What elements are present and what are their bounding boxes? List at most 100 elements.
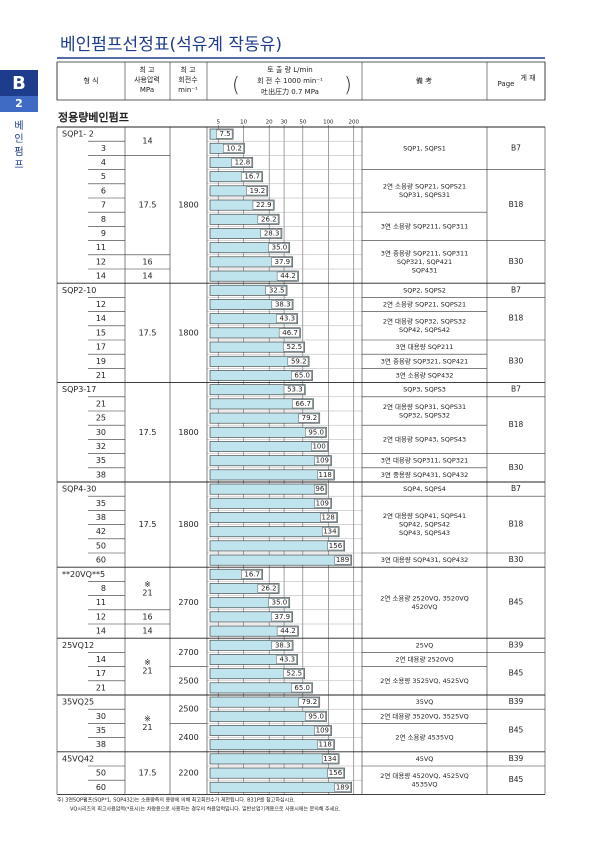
- remarks-cell: 2연 소용량 2520VQ, 3520VQ: [380, 594, 469, 602]
- tab-number: 2: [15, 97, 23, 110]
- pages-cell: B45: [509, 669, 524, 678]
- rpm-cell: 2700: [178, 648, 198, 657]
- label-bg: [278, 328, 300, 338]
- remarks-cell: SQP43, SQPS43: [399, 529, 450, 537]
- label-bg: [321, 527, 339, 536]
- pages-cell: B45: [509, 726, 524, 735]
- label-bg: [283, 385, 305, 395]
- value-label: 26.2: [261, 215, 277, 223]
- model: 3: [101, 144, 106, 153]
- x-tick-label: 20: [266, 120, 273, 126]
- tab-label: 베: [14, 120, 23, 132]
- pages-cell: B45: [509, 775, 524, 784]
- model: 15: [96, 328, 106, 337]
- model: 35: [96, 726, 106, 735]
- value-label: 12.8: [235, 159, 251, 167]
- bar: [209, 228, 283, 239]
- model: 12: [96, 612, 106, 621]
- model: 17: [96, 343, 106, 352]
- rpm-cell: 2500: [178, 676, 198, 685]
- value-label: 109: [316, 499, 329, 507]
- pages-cell: B30: [509, 257, 524, 266]
- label-bg: [276, 626, 298, 636]
- model: 17: [96, 669, 106, 678]
- pages-cell: B18: [509, 520, 524, 529]
- remarks-cell: 3연 중용량 SQP211, SQP311: [381, 249, 468, 257]
- model: SQP4-30: [62, 485, 96, 494]
- model: 35VQ25: [62, 698, 94, 707]
- tab-letter: B: [12, 73, 26, 94]
- remarks-cell: 3연 대용량 SQP311, SQP321: [381, 457, 468, 465]
- header-cell: 吐出圧力 0.7 MPa: [261, 87, 319, 96]
- value-label: 95.0: [308, 712, 324, 720]
- value-label: 38.3: [275, 641, 291, 649]
- label-bg: [260, 229, 282, 238]
- value-label: 10.2: [226, 144, 242, 152]
- remarks-cell: 2연 대용량 SQP41, SQPS41: [383, 512, 466, 520]
- bar: [209, 426, 327, 438]
- label-bg: [305, 712, 326, 721]
- label-bg: [271, 300, 293, 309]
- value-label: 134: [323, 755, 337, 763]
- value-label: 79.2: [302, 414, 318, 422]
- label-bg: [265, 286, 287, 295]
- value-label: 28.3: [264, 230, 280, 238]
- bar: [209, 455, 332, 467]
- rpm-cell: 2700: [178, 598, 198, 607]
- value-label: 46.7: [282, 329, 298, 337]
- remarks-cell: 3연 소용량 SQP432: [396, 372, 454, 380]
- pages-cell: B30: [509, 356, 524, 365]
- remarks-cell: 45VQ: [416, 755, 434, 763]
- model: 25: [96, 414, 106, 423]
- header-cell: 회전수: [178, 75, 198, 84]
- pressure-cell: ※: [144, 580, 151, 589]
- remarks-cell: 2연 대용량 SQP31, SQPS31: [383, 403, 466, 411]
- value-label: 38.3: [275, 301, 291, 309]
- label-bg: [327, 768, 344, 778]
- value-label: 37.9: [275, 613, 291, 621]
- model: 7: [101, 201, 106, 210]
- label-bg: [291, 683, 312, 693]
- bar: [209, 199, 275, 211]
- bar: [209, 710, 327, 722]
- remarks-cell: SQP32, SQPS32: [399, 411, 450, 419]
- label-bg: [271, 257, 292, 267]
- model: 8: [101, 584, 106, 593]
- bar: [209, 753, 340, 765]
- pressure-cell: 16: [142, 257, 152, 266]
- bar: [209, 469, 335, 481]
- bar: [209, 327, 301, 339]
- pages-cell: B45: [509, 598, 524, 607]
- model: 14: [96, 314, 106, 323]
- bar: [209, 526, 340, 538]
- model: 45VQ42: [62, 754, 94, 763]
- remarks-cell: 2연 대용량 2520VQ: [395, 656, 453, 664]
- label-bg: [311, 442, 328, 451]
- bar: [209, 668, 305, 680]
- label-bg: [314, 499, 331, 508]
- value-label: 43.3: [279, 315, 295, 323]
- label-bg: [252, 200, 274, 210]
- bar: [209, 185, 268, 197]
- remarks-cell: SQP31, SQPS31: [399, 191, 450, 199]
- model: 21: [96, 399, 106, 408]
- remarks-cell: 2연 대용량 SQP32, SQPS32: [383, 318, 466, 326]
- pages-cell: B39: [509, 640, 524, 649]
- label-bg: [298, 413, 319, 423]
- value-label: 109: [316, 727, 329, 735]
- remarks-cell: SQP431: [412, 266, 438, 274]
- x-tick-label: 100: [323, 120, 334, 126]
- value-label: 189: [336, 783, 349, 791]
- pressure-cell: 14: [142, 272, 152, 281]
- remarks-cell: 2연 소용량 4535VQ: [395, 734, 453, 742]
- remarks-cell: 35VQ: [416, 698, 434, 706]
- bar: [209, 497, 332, 509]
- pressure-cell: 17.5: [139, 201, 157, 210]
- x-tick-label: 5: [216, 120, 220, 126]
- model: 35: [96, 456, 106, 465]
- model: 60: [96, 556, 106, 565]
- pressure-cell: 17.5: [139, 428, 157, 437]
- label-bg: [287, 357, 309, 366]
- footnote: 주) 3연SQP펌프(SQP*1, SQP432)는 소용량측의 용량에 의해 …: [57, 797, 296, 804]
